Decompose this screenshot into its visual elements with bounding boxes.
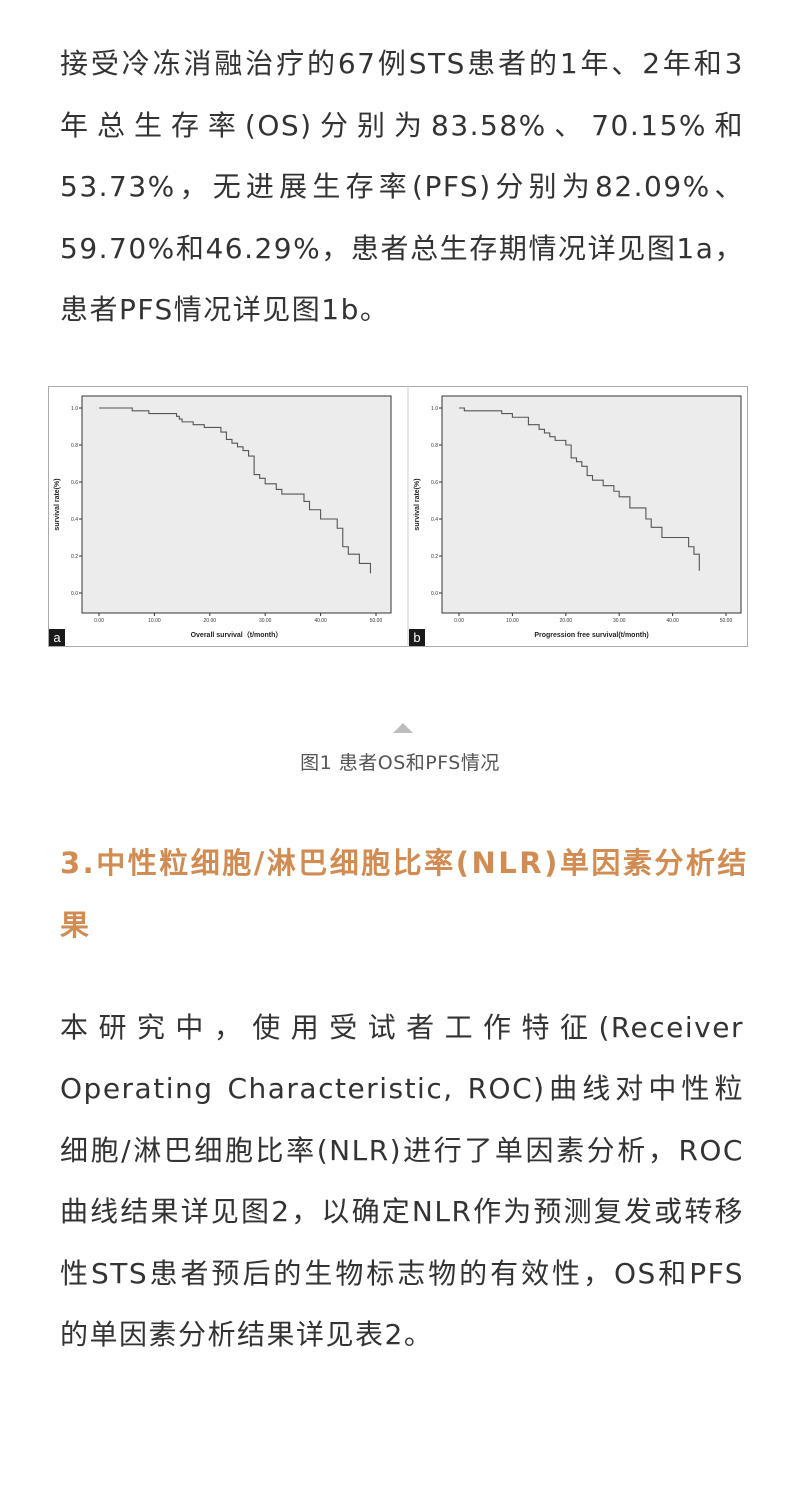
panel-label: b: [413, 630, 420, 645]
y-axis-label: survival rate(%): [414, 478, 421, 530]
y-tick-label: 0.4: [431, 517, 438, 523]
section-heading: 3.中性粒细胞/淋巴细胞比率(NLR)单因素分析结果: [60, 845, 749, 942]
figure-caption: 图1 患者OS和PFS情况: [300, 751, 500, 774]
panel-label-box: [409, 628, 425, 646]
y-tick-label: 1.0: [71, 406, 78, 412]
article: 接受冷冻消融治疗的67例STS患者的1年、2年和3年总生存率(OS)分别为83.…: [48, 47, 749, 1352]
y-tick-label: 0.8: [431, 443, 438, 449]
x-axis-label: Progression free survival(t/month): [534, 632, 648, 639]
plot-area: [441, 395, 742, 613]
x-tick-label: 50.00: [370, 618, 383, 624]
x-tick-label: 40.00: [314, 618, 327, 624]
survival-step-curve: [459, 406, 700, 571]
x-tick-label: 10.00: [506, 618, 519, 624]
y-tick-label: 0.0: [71, 591, 78, 597]
panel-label-box: [49, 628, 65, 646]
y-tick-label: 0.6: [431, 480, 438, 486]
x-tick-label: 10.00: [148, 618, 161, 624]
x-tick-label: 20.00: [560, 618, 573, 624]
caption-arrow-icon: [393, 722, 413, 733]
survival-figure: 0.0 0.2 0.4 0.6 0.8 1.0 0.00 10.00 20.00 30.00 40.…: [48, 385, 748, 647]
y-tick-label: 0.8: [71, 443, 78, 449]
x-tick-label: 50.00: [720, 618, 733, 624]
results-paragraph: 接受冷冻消融治疗的67例STS患者的1年、2年和3年总生存率(OS)分别为83.…: [60, 47, 744, 326]
x-tick-label: 30.00: [259, 618, 272, 624]
x-tick-label: 30.00: [613, 618, 626, 624]
panel-label: a: [53, 630, 61, 645]
y-tick-label: 0.4: [71, 517, 78, 523]
y-tick-label: 0.0: [431, 591, 438, 597]
nlr-paragraph: 本研究中，使用受试者工作特征(Receiver Operating Charac…: [60, 1010, 744, 1352]
x-tick-label: 0.00: [454, 618, 464, 624]
x-tick-label: 40.00: [666, 618, 679, 624]
caption-arrow-row: [60, 722, 744, 733]
plot-area: [81, 395, 392, 613]
y-tick-label: 0.6: [71, 480, 78, 486]
y-tick-label: 0.2: [71, 554, 78, 560]
y-axis-label: survival rate(%): [54, 478, 61, 530]
survival-step-curve: [99, 406, 372, 573]
x-tick-label: 0.00: [94, 618, 104, 624]
y-tick-label: 1.0: [431, 406, 438, 412]
x-tick-label: 20.00: [204, 618, 217, 624]
x-axis-label: Overall survival（t/month）: [191, 631, 283, 639]
y-tick-label: 0.2: [431, 554, 438, 560]
survival-curves-chart: 0.0 0.2 0.4 0.6 0.8 1.0 0.00 10.00 20.00 30.00 40.…: [48, 385, 748, 647]
